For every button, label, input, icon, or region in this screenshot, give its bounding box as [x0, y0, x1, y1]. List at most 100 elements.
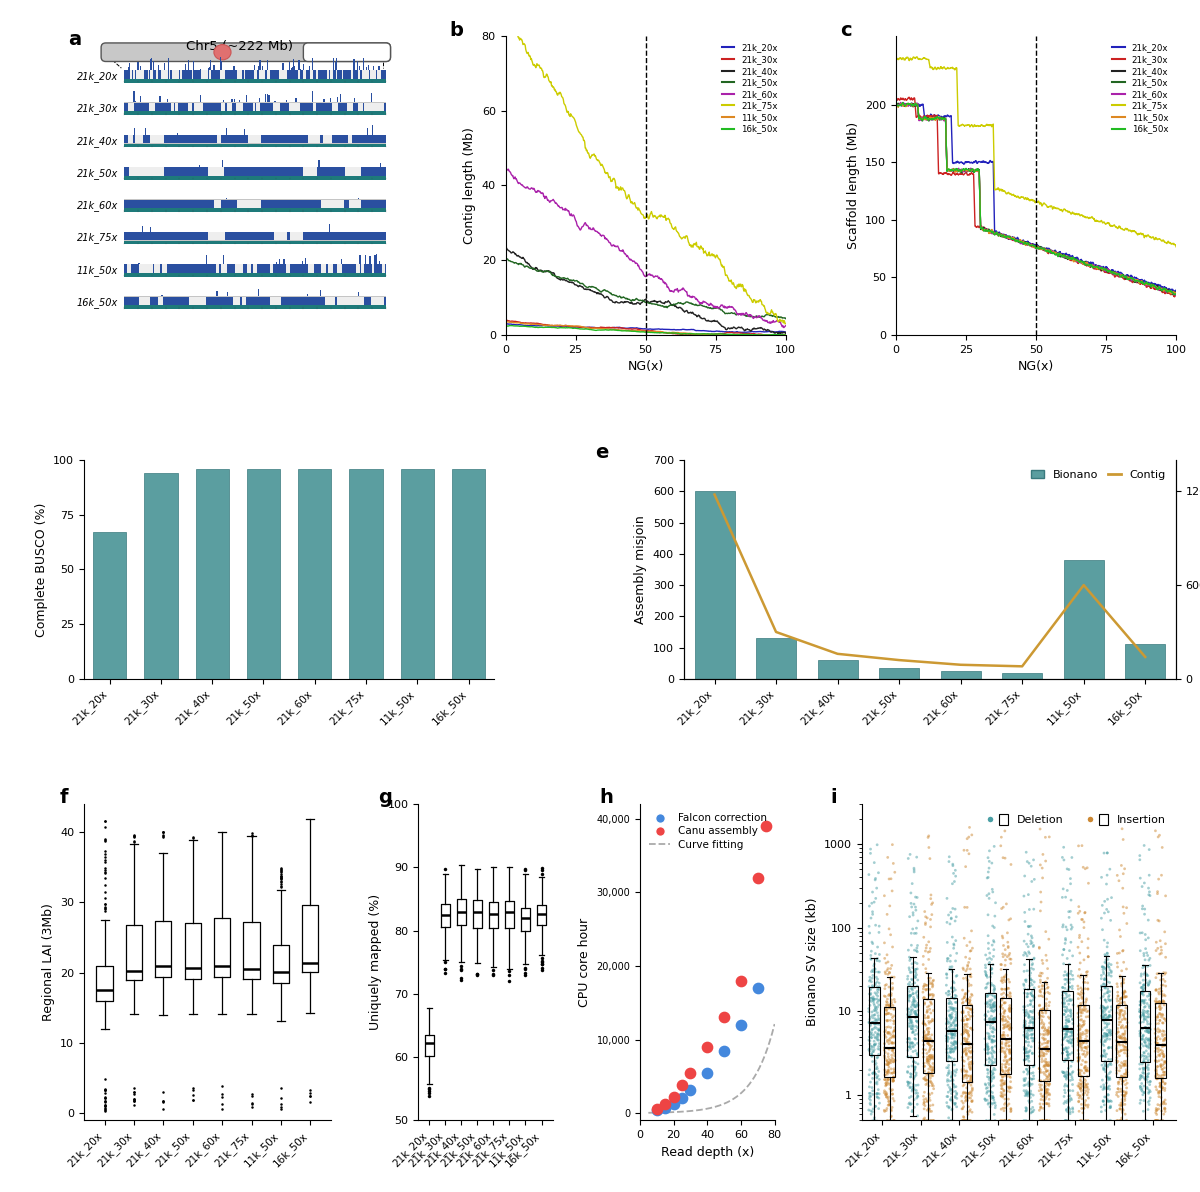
Point	[976, 1091, 995, 1110]
Point	[1151, 970, 1170, 989]
Point	[868, 938, 887, 957]
Point	[900, 961, 919, 980]
Point	[881, 1025, 900, 1044]
11k_50x	[917, 111, 931, 125]
Point	[1014, 1111, 1033, 1130]
21k_20x	[1112, 266, 1127, 280]
Point	[1079, 1111, 1098, 1130]
Point	[1030, 938, 1049, 957]
Point	[1000, 1044, 1019, 1063]
Point	[917, 1016, 936, 1035]
Point	[953, 1011, 972, 1030]
Point	[1036, 1076, 1055, 1095]
Point	[994, 898, 1013, 917]
Point	[1032, 980, 1051, 999]
Point	[1100, 1030, 1120, 1049]
Point	[919, 1006, 938, 1025]
Point	[900, 1033, 919, 1053]
Point	[1114, 879, 1133, 898]
16k_50x	[498, 318, 512, 333]
Point	[916, 915, 935, 935]
Point	[1110, 1001, 1129, 1020]
Point	[1154, 1058, 1174, 1078]
Point	[940, 982, 959, 1001]
Point	[1016, 1060, 1036, 1079]
21k_60x	[498, 163, 512, 178]
Point	[1070, 1019, 1090, 1038]
Point	[1032, 1053, 1051, 1072]
Point	[1147, 1105, 1166, 1124]
21k_30x	[634, 323, 648, 337]
Point	[1001, 1001, 1020, 1020]
Point	[1055, 1020, 1074, 1039]
Point	[976, 1089, 995, 1109]
Point	[899, 1002, 918, 1022]
Point	[985, 993, 1004, 1012]
Point	[860, 1061, 880, 1080]
Point	[1140, 1081, 1159, 1100]
Point	[1037, 951, 1056, 970]
Point	[881, 1029, 900, 1048]
Point	[864, 1099, 883, 1118]
Point	[899, 985, 918, 1004]
Point	[1152, 940, 1171, 960]
Point	[961, 988, 980, 1007]
Point	[860, 1095, 880, 1115]
Bar	[269, 94, 270, 103]
Point	[1116, 1084, 1135, 1103]
Point	[991, 1064, 1010, 1084]
Point	[906, 924, 925, 943]
Point	[1099, 1076, 1118, 1095]
Bar	[131, 103, 134, 111]
Point	[1072, 982, 1091, 1001]
Bar	[253, 265, 257, 273]
FancyBboxPatch shape	[101, 43, 390, 62]
Point	[1036, 827, 1055, 846]
Bar	[320, 200, 336, 209]
Point	[1015, 943, 1034, 962]
Point	[906, 1066, 925, 1085]
Point	[866, 1064, 886, 1084]
Point	[1072, 1094, 1091, 1113]
Point	[1099, 1006, 1118, 1025]
Canu assembly	[672, 1075, 691, 1094]
Point	[1037, 1038, 1056, 1057]
Bar	[227, 198, 228, 199]
Point	[1140, 991, 1159, 1010]
Point	[947, 993, 966, 1012]
Point	[1136, 1111, 1156, 1130]
Bar	[175, 103, 178, 111]
Point	[1021, 970, 1040, 989]
Point	[1072, 1025, 1091, 1044]
Point	[868, 983, 887, 1002]
Point	[991, 827, 1010, 846]
Point	[1148, 1007, 1168, 1026]
Point	[1069, 1025, 1088, 1044]
Point	[907, 1006, 926, 1025]
Point	[1134, 1007, 1153, 1026]
Bar	[233, 297, 240, 305]
Point	[1112, 1030, 1132, 1049]
Point	[1136, 970, 1156, 989]
Bar	[125, 79, 386, 82]
Point	[1019, 886, 1038, 905]
Point	[1138, 994, 1157, 1013]
Point	[1060, 977, 1079, 997]
Point	[979, 974, 998, 993]
Point	[862, 950, 881, 969]
Point	[900, 986, 919, 1005]
Point	[1039, 1076, 1058, 1095]
Point	[917, 976, 936, 995]
Point	[1036, 1060, 1055, 1079]
Point	[868, 1084, 887, 1103]
Point	[878, 1032, 898, 1051]
Point	[1093, 1092, 1112, 1111]
Point	[860, 924, 880, 943]
Point	[962, 1042, 982, 1061]
Point	[886, 1018, 905, 1037]
Point	[876, 995, 895, 1014]
Point	[1138, 943, 1157, 962]
Point	[1039, 1089, 1058, 1109]
Point	[860, 1039, 880, 1058]
Point	[982, 1086, 1001, 1105]
